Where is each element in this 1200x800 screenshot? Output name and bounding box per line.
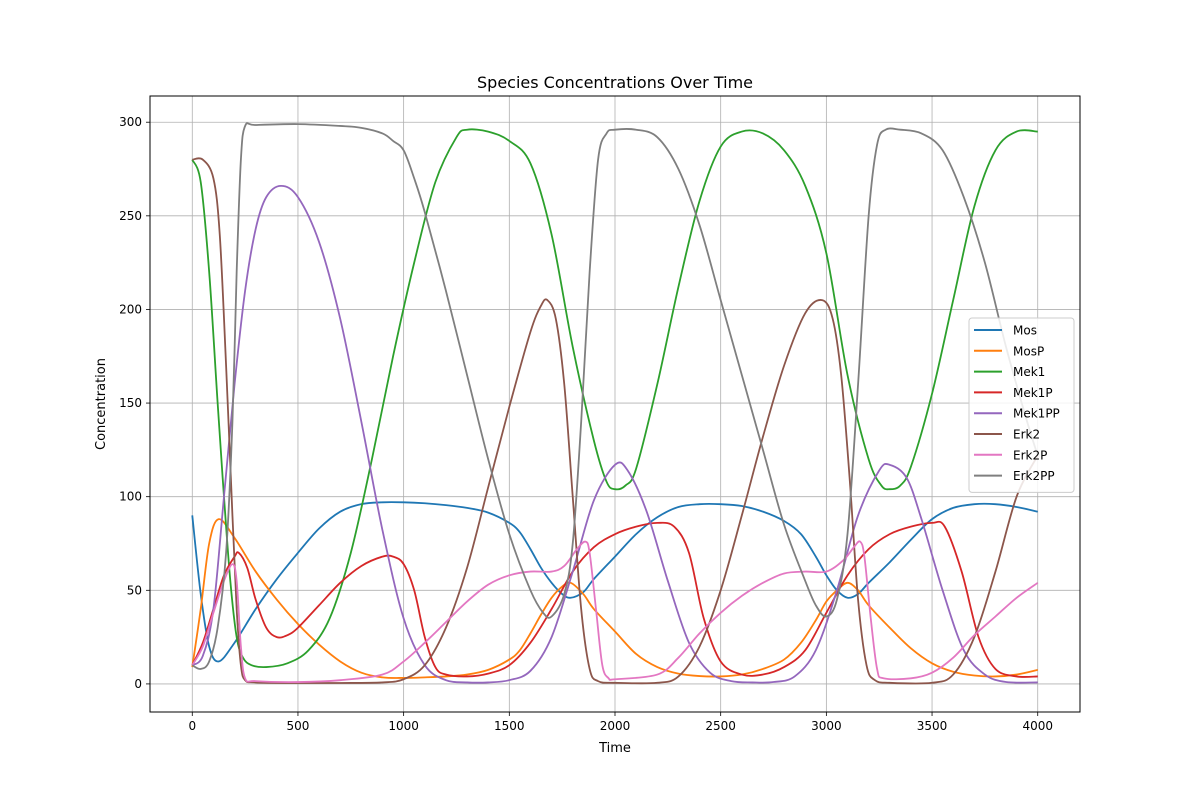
legend-label-mosp: MosP [1013, 344, 1044, 358]
x-tick-label: 1000 [388, 719, 419, 733]
series-line-mosp [191, 518, 1038, 679]
series-line-erk2 [192, 157, 1039, 685]
legend-label-mek1: Mek1 [1013, 365, 1045, 379]
series-line-mek1p [191, 520, 1038, 678]
x-tick-label: 2500 [705, 719, 736, 733]
legend-label-mos: Mos [1013, 324, 1037, 338]
series-line-erk2pp [191, 122, 1039, 670]
series-line-mek1 [191, 128, 1038, 669]
series-line-mek1pp [191, 184, 1038, 684]
legend-label-erk2p: Erk2P [1013, 448, 1047, 462]
legend: Mos MosP Mek1 Mek1P Mek1PP Erk2 Erk2P Erk2PP [968, 317, 1075, 493]
y-tick-label: 50 [127, 583, 142, 597]
legend-label-mek1p: Mek1P [1013, 386, 1053, 400]
x-tick-label: 1500 [494, 719, 525, 733]
y-tick-label: 100 [119, 490, 142, 504]
axis-ticks: 0 500 1000 1500 2000 2500 3000 3500 4000 0 50 100 15… [119, 115, 1053, 733]
legend-label-erk2: Erk2 [1013, 428, 1040, 442]
x-tick-label: 500 [287, 719, 310, 733]
y-tick-label: 250 [119, 209, 142, 223]
y-axis-label: Concentration [94, 358, 109, 450]
x-tick-label: 3000 [811, 719, 842, 733]
x-axis-label: Time [598, 741, 631, 756]
x-tick-label: 2000 [600, 719, 631, 733]
x-tick-label: 4000 [1022, 719, 1053, 733]
legend-box [968, 317, 1075, 493]
legend-label-mek1pp: Mek1PP [1013, 407, 1060, 421]
y-tick-label: 0 [134, 677, 142, 691]
y-tick-label: 300 [119, 115, 142, 129]
series-line-erk2p [191, 540, 1039, 683]
y-tick-label: 150 [119, 396, 142, 410]
series-lines [191, 122, 1039, 685]
y-tick-label: 200 [119, 302, 142, 316]
legend-label-erk2pp: Erk2PP [1013, 469, 1055, 483]
x-tick-label: 3500 [917, 719, 948, 733]
x-tick-label: 0 [188, 719, 196, 733]
chart-title: Species Concentrations Over Time [477, 73, 753, 92]
